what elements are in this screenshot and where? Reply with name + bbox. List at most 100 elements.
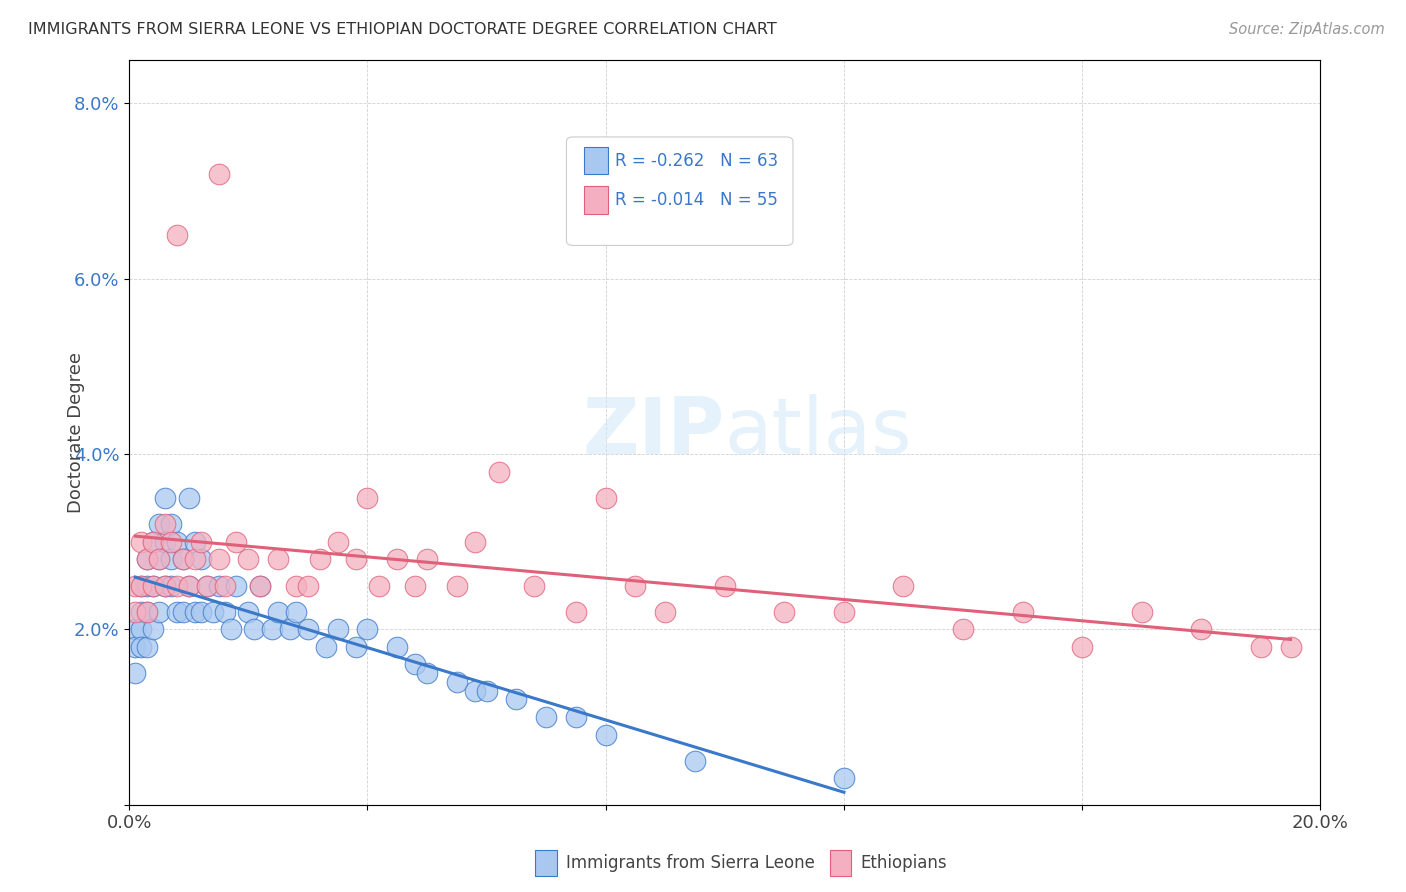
Point (124, 623, 146, 637)
Point (166, 534, 188, 549)
Point (308, 552, 330, 566)
Point (124, 605, 146, 619)
Point (124, 578, 146, 592)
Point (416, 552, 439, 566)
Point (238, 552, 260, 566)
Point (1250, 640, 1272, 654)
Point (214, 605, 236, 619)
Point (142, 534, 165, 549)
Point (534, 710, 557, 724)
Point (172, 605, 194, 619)
Point (285, 578, 308, 592)
Point (267, 552, 290, 566)
Point (160, 534, 183, 549)
Point (153, 534, 176, 549)
Text: R = -0.262   N = 63: R = -0.262 N = 63 (614, 152, 778, 169)
Point (344, 552, 367, 566)
Point (416, 666, 439, 681)
Point (129, 578, 152, 592)
Point (184, 552, 207, 566)
Point (404, 578, 426, 592)
Text: Ethiopians: Ethiopians (860, 854, 946, 871)
Point (356, 491, 378, 505)
Point (523, 578, 546, 592)
Point (177, 578, 200, 592)
Point (1071, 640, 1094, 654)
Text: ZIP: ZIP (582, 394, 725, 470)
Point (243, 623, 266, 637)
Point (464, 683, 486, 698)
Point (315, 640, 337, 654)
Text: IMMIGRANTS FROM SIERRA LEONE VS ETHIOPIAN DOCTORATE DEGREE CORRELATION CHART: IMMIGRANTS FROM SIERRA LEONE VS ETHIOPIA… (28, 22, 778, 37)
Point (238, 605, 260, 619)
Point (249, 578, 271, 592)
Point (267, 605, 290, 619)
Point (195, 578, 218, 592)
Point (219, 623, 242, 637)
Point (142, 578, 165, 592)
Point (773, 605, 796, 619)
Point (124, 666, 146, 681)
Text: Immigrants from Sierra Leone: Immigrants from Sierra Leone (565, 854, 814, 871)
Point (683, 754, 706, 768)
Point (136, 552, 159, 566)
Point (326, 534, 349, 549)
Point (160, 552, 183, 566)
Point (262, 623, 284, 637)
Point (160, 578, 183, 592)
Point (142, 578, 165, 592)
Point (356, 623, 378, 637)
Point (142, 623, 165, 637)
Point (166, 605, 188, 619)
Point (225, 534, 247, 549)
Point (184, 605, 207, 619)
Point (565, 710, 588, 724)
Point (136, 605, 159, 619)
Point (129, 640, 152, 654)
Point (214, 578, 236, 592)
Point (249, 578, 271, 592)
Point (166, 578, 188, 592)
Point (326, 623, 349, 637)
Point (893, 578, 915, 592)
Point (207, 578, 229, 592)
Point (387, 640, 409, 654)
Point (148, 517, 170, 532)
Point (177, 578, 200, 592)
Point (201, 605, 224, 619)
Text: Doctorate Degree: Doctorate Degree (66, 351, 84, 513)
Point (129, 534, 152, 549)
Point (446, 675, 468, 690)
Point (1189, 623, 1212, 637)
Point (148, 552, 170, 566)
Point (952, 623, 974, 637)
Point (153, 578, 176, 592)
Point (129, 578, 152, 592)
Point (129, 605, 152, 619)
Point (153, 491, 176, 505)
Text: atlas: atlas (725, 394, 912, 470)
Point (595, 727, 617, 741)
Point (172, 552, 194, 566)
Point (475, 683, 498, 698)
Point (166, 227, 188, 242)
Point (832, 772, 855, 786)
Point (153, 517, 176, 532)
Point (136, 578, 159, 592)
Point (207, 552, 229, 566)
Point (654, 605, 676, 619)
Point (148, 605, 170, 619)
Point (136, 605, 159, 619)
Point (190, 605, 212, 619)
Point (488, 465, 510, 479)
Point (565, 605, 588, 619)
Point (148, 552, 170, 566)
Point (225, 578, 247, 592)
Point (624, 578, 647, 592)
Point (172, 552, 194, 566)
Point (136, 640, 159, 654)
Point (832, 605, 855, 619)
Text: R = -0.014   N = 55: R = -0.014 N = 55 (614, 191, 778, 209)
Point (160, 517, 183, 532)
Point (446, 578, 468, 592)
